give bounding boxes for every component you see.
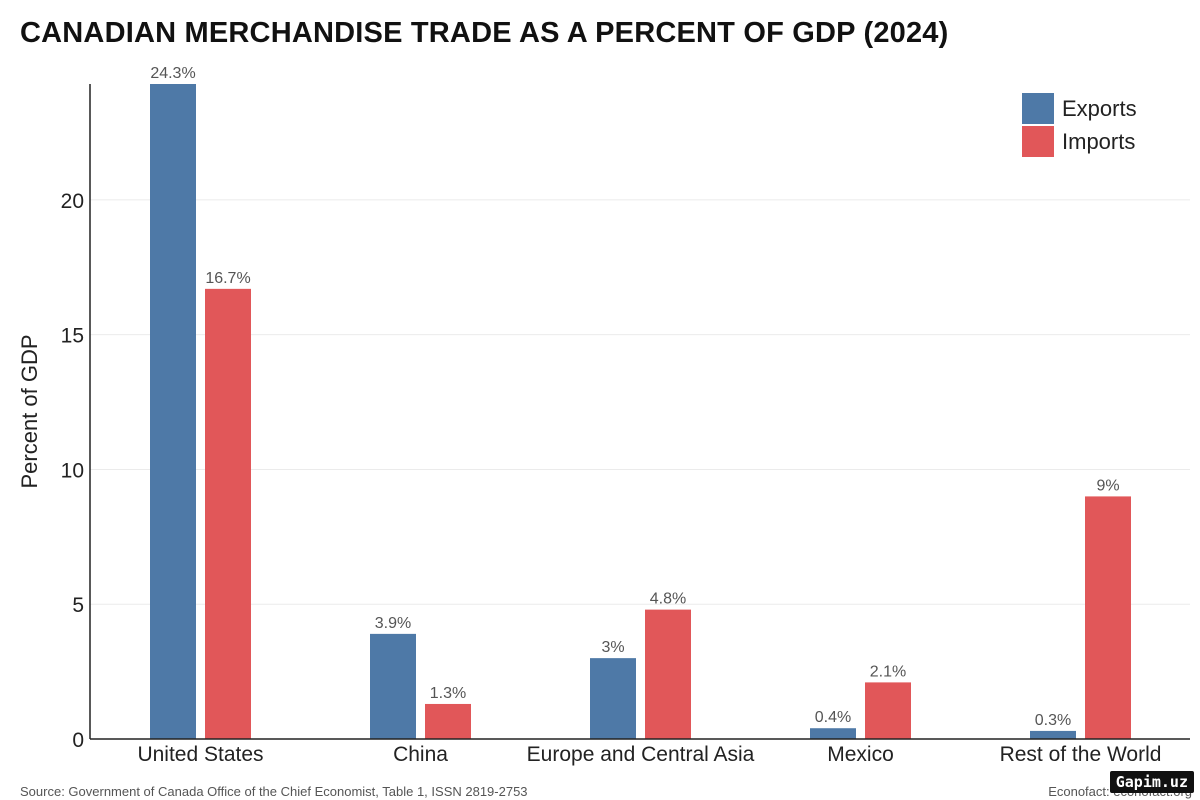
bar-exports bbox=[1030, 730, 1076, 739]
legend-swatch-imports bbox=[1022, 126, 1054, 157]
x-tick-label: Europe and Central Asia bbox=[527, 743, 755, 766]
x-tick-label: China bbox=[393, 743, 448, 766]
bar-imports bbox=[865, 682, 911, 739]
bar-imports bbox=[425, 703, 471, 739]
y-tick-label: 5 bbox=[72, 594, 84, 617]
data-label: 1.3% bbox=[430, 685, 466, 702]
y-tick-label: 15 bbox=[61, 325, 84, 348]
chart-title: CANADIAN MERCHANDISE TRADE AS A PERCENT … bbox=[20, 17, 949, 49]
bar-imports bbox=[205, 288, 251, 739]
legend-swatch-exports bbox=[1022, 93, 1054, 124]
x-tick-label: United States bbox=[137, 743, 263, 766]
y-tick-label: 0 bbox=[72, 729, 84, 752]
watermark-badge: Gapim.uz bbox=[1109, 771, 1194, 793]
data-label: 0.3% bbox=[1035, 712, 1071, 729]
y-tick-label: 20 bbox=[61, 190, 84, 213]
data-label: 24.3% bbox=[150, 65, 195, 82]
y-tick-label: 10 bbox=[61, 459, 84, 482]
bar-exports bbox=[370, 633, 416, 739]
data-label: 3% bbox=[601, 639, 624, 656]
x-tick-label: Mexico bbox=[827, 743, 894, 766]
data-label: 4.8% bbox=[650, 591, 686, 608]
data-label: 16.7% bbox=[205, 270, 250, 287]
data-label: 9% bbox=[1096, 477, 1119, 494]
bar-exports bbox=[810, 728, 856, 739]
bar-imports bbox=[1085, 496, 1131, 739]
bar-imports bbox=[645, 609, 691, 739]
source-note: Source: Government of Canada Office of t… bbox=[20, 784, 528, 799]
x-tick-label: Rest of the World bbox=[1000, 743, 1162, 766]
data-label: 2.1% bbox=[870, 663, 906, 680]
legend-label-exports: Exports bbox=[1062, 96, 1137, 121]
data-label: 0.4% bbox=[815, 709, 851, 726]
legend-label-imports: Imports bbox=[1062, 129, 1135, 154]
bar-exports bbox=[150, 84, 196, 739]
y-axis-title: Percent of GDP bbox=[17, 334, 42, 488]
data-label: 3.9% bbox=[375, 615, 411, 632]
bar-exports bbox=[590, 658, 636, 739]
